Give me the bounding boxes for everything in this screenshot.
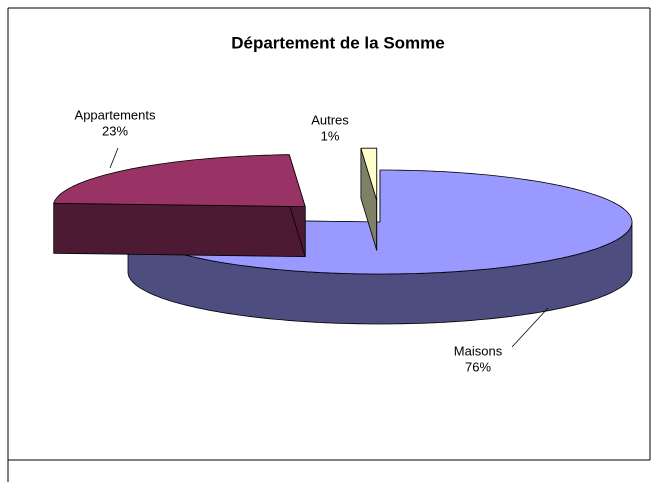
slice-label: Appartements (75, 107, 156, 122)
leader-line (109, 147, 119, 169)
leader-line (511, 307, 549, 348)
slice-value-label: 23% (102, 123, 128, 138)
slice-label: Autres (311, 112, 349, 127)
slice-value-label: 1% (321, 128, 340, 143)
slice-top (360, 147, 378, 201)
slice-top (53, 154, 306, 207)
slice-label: Maisons (454, 343, 503, 358)
slice-value-label: 76% (465, 359, 491, 374)
slice-side (53, 202, 306, 257)
chart-title: Département de la Somme (231, 33, 445, 52)
